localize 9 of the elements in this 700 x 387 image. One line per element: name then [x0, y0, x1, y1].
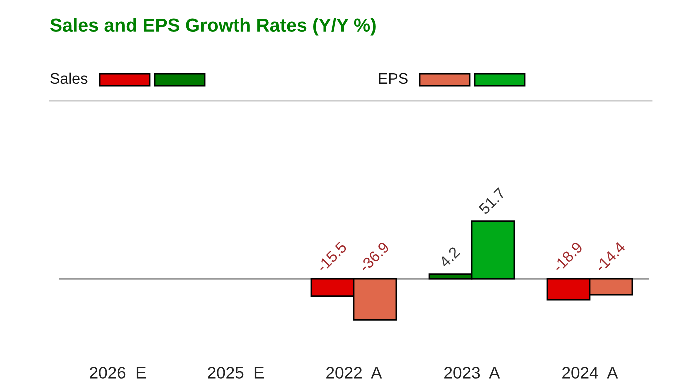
chart-title: Sales and EPS Growth Rates (Y/Y %) — [50, 18, 376, 36]
x-tick-label: 2024 A — [562, 367, 618, 379]
x-tick-label: 2023 A — [444, 367, 500, 379]
legend-label: Sales — [50, 72, 88, 84]
x-tick-label: 2022 A — [326, 367, 382, 379]
legend-label: EPS — [379, 73, 408, 84]
data-label: 4.2 — [438, 246, 461, 268]
x-tick-label: 2026 E — [90, 367, 146, 379]
x-tick-label: 2025 E — [208, 367, 264, 379]
